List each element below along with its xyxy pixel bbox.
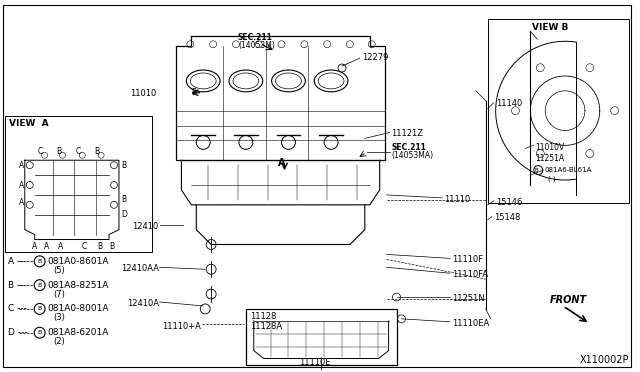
Text: A ---: A --- bbox=[8, 257, 27, 266]
Text: 081A8-6201A: 081A8-6201A bbox=[47, 328, 109, 337]
Text: SEC.211: SEC.211 bbox=[392, 143, 426, 153]
Text: 12279: 12279 bbox=[362, 53, 388, 62]
Text: (7): (7) bbox=[54, 289, 65, 299]
Text: 081A0-8601A: 081A0-8601A bbox=[47, 257, 109, 266]
Text: B: B bbox=[192, 88, 197, 97]
Text: A: A bbox=[32, 241, 37, 250]
Text: 081A8-8251A: 081A8-8251A bbox=[47, 280, 109, 290]
Text: B: B bbox=[38, 307, 42, 311]
Text: B: B bbox=[534, 168, 538, 173]
Text: 11110E: 11110E bbox=[300, 359, 331, 368]
Text: 11110+A: 11110+A bbox=[163, 322, 201, 331]
Text: 11140: 11140 bbox=[495, 99, 522, 108]
Text: 11110FA: 11110FA bbox=[452, 270, 488, 279]
Text: 081A6-BL61A: 081A6-BL61A bbox=[544, 167, 591, 173]
Text: FRONT: FRONT bbox=[550, 295, 588, 305]
Text: 15146: 15146 bbox=[495, 198, 522, 207]
Text: (14053MA): (14053MA) bbox=[392, 151, 434, 160]
Bar bbox=[5, 116, 152, 253]
Text: 11010: 11010 bbox=[131, 89, 157, 98]
Text: A: A bbox=[58, 241, 63, 250]
Text: VIEW  A: VIEW A bbox=[9, 119, 49, 128]
Text: 11110EA: 11110EA bbox=[452, 319, 490, 328]
Text: B ---: B --- bbox=[8, 280, 27, 290]
Text: 11121Z: 11121Z bbox=[392, 128, 424, 138]
Text: SEC.211: SEC.211 bbox=[238, 33, 273, 42]
Text: 11128
11128A: 11128 11128A bbox=[250, 312, 282, 331]
Text: 12410A: 12410A bbox=[127, 299, 159, 308]
Text: B: B bbox=[109, 241, 115, 250]
Bar bbox=[246, 309, 397, 365]
Text: 12410AA: 12410AA bbox=[120, 264, 159, 273]
Text: 11251N: 11251N bbox=[452, 294, 484, 303]
Text: ( ): ( ) bbox=[548, 175, 556, 182]
Text: B: B bbox=[95, 147, 100, 156]
Text: B: B bbox=[121, 195, 126, 204]
Text: A: A bbox=[19, 180, 24, 189]
Text: C: C bbox=[82, 241, 87, 250]
Text: 15148: 15148 bbox=[493, 213, 520, 222]
Text: C ---: C --- bbox=[8, 304, 27, 314]
Text: A: A bbox=[19, 198, 24, 207]
Text: B: B bbox=[56, 147, 61, 156]
Text: B: B bbox=[97, 241, 102, 250]
Text: A: A bbox=[278, 158, 285, 168]
Text: 11110: 11110 bbox=[444, 195, 470, 204]
Text: B: B bbox=[38, 283, 42, 288]
Text: (2): (2) bbox=[54, 337, 65, 346]
Text: 11110F: 11110F bbox=[452, 256, 483, 264]
Text: (3): (3) bbox=[54, 313, 65, 323]
Text: C: C bbox=[38, 147, 44, 156]
Text: 11010V
11251A: 11010V 11251A bbox=[535, 143, 564, 163]
Text: B: B bbox=[38, 259, 42, 264]
Text: (14053M): (14053M) bbox=[238, 41, 275, 50]
Text: X110002P: X110002P bbox=[580, 355, 629, 365]
Text: VIEW B: VIEW B bbox=[532, 23, 569, 32]
Text: A: A bbox=[44, 241, 49, 250]
Text: D: D bbox=[121, 210, 127, 219]
Text: B: B bbox=[38, 330, 42, 335]
Text: 12410: 12410 bbox=[132, 222, 159, 231]
Text: B: B bbox=[121, 161, 126, 170]
Text: 081A0-8001A: 081A0-8001A bbox=[47, 304, 109, 314]
Text: C: C bbox=[76, 147, 81, 156]
Text: D ---: D --- bbox=[8, 328, 28, 337]
Text: (5): (5) bbox=[54, 266, 65, 275]
Text: A: A bbox=[19, 161, 24, 170]
Bar bbox=[488, 19, 630, 203]
